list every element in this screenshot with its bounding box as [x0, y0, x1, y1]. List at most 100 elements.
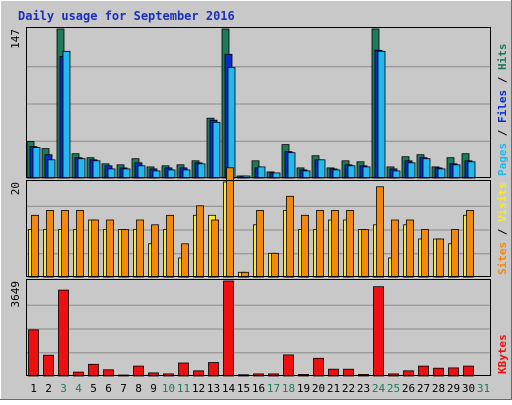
visits-bar-sites	[406, 219, 414, 278]
x-tick-label: 12	[192, 382, 205, 395]
visits-bar-sites	[466, 210, 474, 278]
visits-bar-sites	[76, 210, 84, 278]
legend-item-pages: Pages	[496, 143, 509, 176]
hits-bar-pages	[92, 160, 101, 179]
x-tick-label: 30	[462, 382, 475, 395]
x-tick-label: 5	[90, 382, 97, 395]
visits-bar-sites	[241, 271, 249, 278]
hits-bar-pages	[332, 169, 341, 179]
y-max-label-kbytes: 3649	[9, 281, 22, 308]
visits-bar-sites	[106, 219, 114, 278]
legend-item-visits: Visits	[496, 182, 509, 222]
legend-separator: /	[496, 222, 509, 242]
legend-item-hits: Hits	[496, 44, 509, 71]
x-tick-label: 1	[30, 382, 37, 395]
x-tick-label: 25	[387, 382, 400, 395]
kbytes-bar-kbytes	[313, 357, 324, 377]
kbytes-bar-kbytes	[223, 280, 234, 377]
visits-bar-sites	[271, 252, 279, 278]
visits-bar-sites	[286, 195, 294, 278]
x-tick-label: 17	[267, 382, 280, 395]
panel-visits: 20 Sites / Visits	[9, 167, 509, 278]
plot-area-hits	[26, 27, 491, 178]
kbytes-bar-kbytes	[58, 289, 69, 377]
plot-border-visits	[26, 180, 491, 277]
x-tick-label: 20	[312, 382, 325, 395]
x-tick-label: 21	[327, 382, 340, 395]
hits-bar-pages	[347, 165, 356, 179]
hits-bar-pages	[422, 158, 431, 179]
hits-bar-pages	[407, 162, 416, 179]
hits-bar-pages	[32, 147, 41, 179]
x-tick-label: 15	[237, 382, 250, 395]
x-tick-label: 26	[402, 382, 415, 395]
visits-bar-sites	[256, 210, 264, 278]
y-max-label-visits: 20	[9, 182, 22, 195]
legend-text-visits: Sites / Visits	[496, 182, 509, 275]
hits-bar-pages	[452, 164, 461, 179]
visits-bar-sites	[211, 219, 219, 278]
hits-bar-pages	[182, 169, 191, 179]
x-tick-label: 19	[297, 382, 310, 395]
hits-bar-pages	[137, 165, 146, 179]
hits-bar-pages	[467, 161, 476, 179]
visits-bar-sites	[91, 219, 99, 278]
visits-bar-sites	[376, 186, 384, 278]
legend-text-hits: Pages / Files / Hits	[496, 44, 509, 177]
visits-bar-sites	[31, 214, 39, 278]
hits-bar-pages	[167, 169, 176, 179]
x-tick-label: 31	[477, 382, 490, 395]
legend-item-files: Files	[496, 90, 509, 123]
visits-bar-sites	[121, 229, 129, 278]
legend-separator: /	[496, 123, 509, 143]
visits-bar-sites	[226, 167, 234, 278]
plot-area-kbytes	[26, 279, 491, 376]
legend-kbytes: KBytes	[496, 334, 509, 374]
visits-bar-sites	[61, 210, 69, 278]
hits-bar-pages	[47, 159, 56, 179]
visits-bar-sites	[316, 210, 324, 278]
visits-bar-sites	[361, 229, 369, 278]
kbytes-bar-kbytes	[283, 354, 294, 377]
kbytes-bar-kbytes	[28, 329, 39, 377]
kbytes-bar-kbytes	[133, 365, 144, 377]
hits-bar-pages	[257, 166, 266, 179]
x-tick-label: 3	[60, 382, 67, 395]
hits-bar-pages	[317, 159, 326, 179]
visits-bar-sites	[451, 229, 459, 278]
visits-bar-sites	[346, 210, 354, 278]
hits-bar-pages	[437, 168, 446, 179]
hits-bar-pages	[287, 152, 296, 179]
x-tick-label: 27	[417, 382, 430, 395]
kbytes-bar-kbytes	[418, 365, 429, 377]
hits-bar-pages	[362, 166, 371, 179]
kbytes-bar-kbytes	[448, 367, 459, 377]
visits-bar-sites	[136, 219, 144, 278]
legend-item-sites: Sites	[496, 242, 509, 275]
x-tick-label: 2	[45, 382, 52, 395]
hits-bar-pages	[77, 158, 86, 179]
hits-bar-pages	[197, 163, 206, 179]
kbytes-bar-kbytes	[88, 363, 99, 377]
x-tick-label: 23	[357, 382, 370, 395]
chart-panels: 147 Pages / Files / Hits 20 Sites / Visits 3…	[9, 27, 509, 377]
panel-kbytes: 3649 KBytes	[9, 279, 509, 377]
legend-hits: Pages / Files / Hits	[496, 44, 509, 177]
kbytes-bar-kbytes	[463, 365, 474, 377]
hits-bar-pages	[377, 50, 386, 179]
plot-border-hits	[26, 27, 491, 178]
legend-separator: /	[496, 70, 509, 90]
visits-bar-sites	[301, 214, 309, 278]
x-tick-label: 28	[432, 382, 445, 395]
kbytes-bar-kbytes	[208, 362, 219, 377]
visits-bar-sites	[196, 205, 204, 278]
hits-bar-pages	[302, 170, 311, 179]
x-tick-label: 14	[222, 382, 236, 395]
visits-bar-sites	[181, 243, 189, 278]
kbytes-bar-kbytes	[328, 368, 339, 377]
visits-bar-sites	[391, 219, 399, 278]
y-max-label-hits: 147	[9, 29, 22, 49]
hits-bar-pages	[107, 168, 116, 179]
